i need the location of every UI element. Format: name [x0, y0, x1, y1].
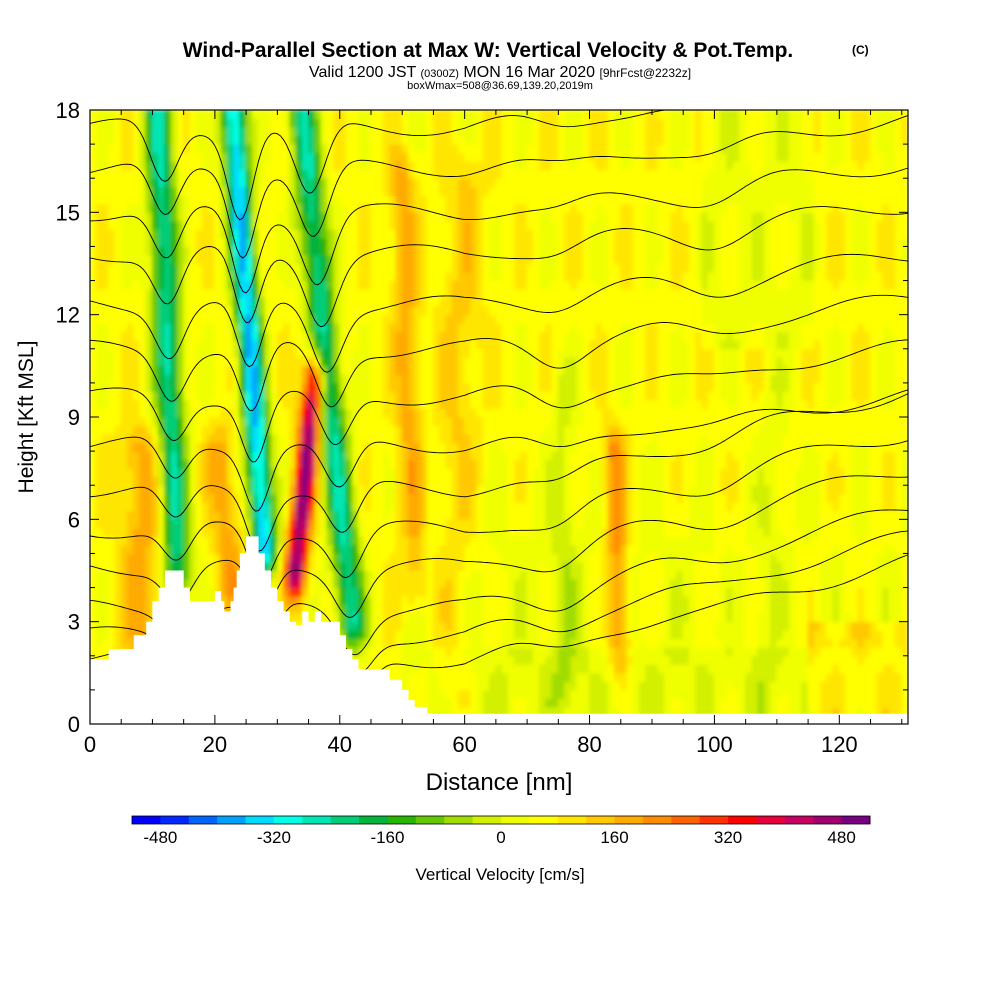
isentrope — [90, 393, 908, 552]
x-tick-label: 80 — [577, 732, 601, 757]
colorbar-swatch — [217, 816, 247, 824]
colorbar-tick-label: -160 — [370, 828, 404, 847]
box-wmax-info: boxWmax=508@36.69,139.20,2019m — [407, 80, 593, 92]
copyright-mark: (C) — [852, 43, 869, 57]
x-tick-label: 120 — [821, 732, 858, 757]
colorbar-tick-label: 0 — [496, 828, 505, 847]
y-tick-label: 6 — [68, 507, 80, 532]
colorbar-swatch — [444, 816, 474, 824]
isentrope — [90, 115, 908, 259]
isentrope — [90, 167, 908, 294]
colorbar-swatch — [557, 816, 587, 824]
colorbar-swatch — [586, 816, 616, 824]
colorbar-swatch — [472, 816, 502, 824]
colorbar-swatch — [728, 816, 757, 824]
y-tick-label: 0 — [68, 712, 80, 737]
chart-title: Wind-Parallel Section at Max W: Vertical… — [183, 39, 794, 62]
valid-date: MON 16 Mar 2020 — [463, 64, 595, 81]
x-tick-label: 100 — [696, 732, 733, 757]
colorbar-swatch — [642, 816, 672, 824]
colorbar-swatch — [415, 816, 445, 824]
isentrope — [90, 389, 908, 512]
colorbar-swatch — [387, 816, 417, 824]
colorbar-tick-label: -480 — [143, 828, 177, 847]
colorbar-swatch — [699, 816, 729, 824]
chart-subtitle: Valid 1200 JST (0300Z) MON 16 Mar 2020 [… — [309, 64, 691, 81]
isentrope — [90, 509, 908, 656]
colorbar-swatch — [841, 816, 871, 824]
valid-time: Valid 1200 JST — [309, 64, 417, 81]
velocity-field — [90, 110, 908, 724]
colorbar-tick-label: 160 — [600, 828, 628, 847]
y-tick-label: 12 — [56, 303, 80, 328]
colorbar-swatch — [501, 816, 530, 824]
isentrope — [90, 206, 908, 328]
x-tick-label: 40 — [328, 732, 352, 757]
colorbar-swatch — [160, 816, 190, 824]
colorbar-tick-label: 320 — [714, 828, 742, 847]
colorbar-swatch — [756, 816, 786, 824]
isentrope — [90, 110, 670, 221]
x-tick-label: 20 — [203, 732, 227, 757]
x-tick-label: 60 — [452, 732, 476, 757]
utc-time: (0300Z) — [420, 68, 459, 80]
colorbar-swatch — [671, 816, 701, 824]
x-tick-label: 0 — [84, 732, 96, 757]
colorbar-swatch — [132, 816, 161, 824]
y-tick-label: 15 — [56, 200, 80, 225]
colorbar-label: Vertical Velocity [cm/s] — [415, 865, 584, 884]
isentrope — [90, 294, 908, 412]
colorbar-swatch — [273, 816, 303, 824]
colorbar-swatch — [359, 816, 388, 824]
colorbar-swatch — [813, 816, 843, 824]
plot-area — [90, 110, 908, 724]
colorbar-tick-label: 480 — [827, 828, 855, 847]
x-axis-label: Distance [nm] — [426, 769, 573, 796]
colorbar-swatch — [784, 816, 814, 824]
colorbar-swatch — [614, 816, 644, 824]
isentrope — [90, 253, 908, 373]
terrain-mask — [90, 536, 908, 724]
y-tick-label: 3 — [68, 610, 80, 635]
colorbar-tick-label: -320 — [257, 828, 291, 847]
y-axis-label: Height [Kft MSL] — [15, 341, 38, 494]
colorbar-swatch — [245, 816, 275, 824]
colorbar-swatch — [330, 816, 360, 824]
colorbar-swatch — [529, 816, 559, 824]
colorbar-swatch — [302, 816, 332, 824]
y-tick-label: 9 — [68, 405, 80, 430]
y-axis: 0 3 6 9 12 15 18 — [56, 98, 908, 737]
y-tick-label: 18 — [56, 98, 80, 123]
isentrope — [90, 440, 908, 583]
isentrope — [90, 475, 908, 618]
forecast-info: [9hrFcst@2232z] — [599, 66, 691, 80]
colorbar: -480 -320 -160 0 160 320 480 — [131, 815, 871, 847]
colorbar-swatch — [188, 816, 218, 824]
isentrope — [90, 339, 908, 463]
x-axis: 0 20 40 60 80 100 120 — [84, 110, 903, 757]
